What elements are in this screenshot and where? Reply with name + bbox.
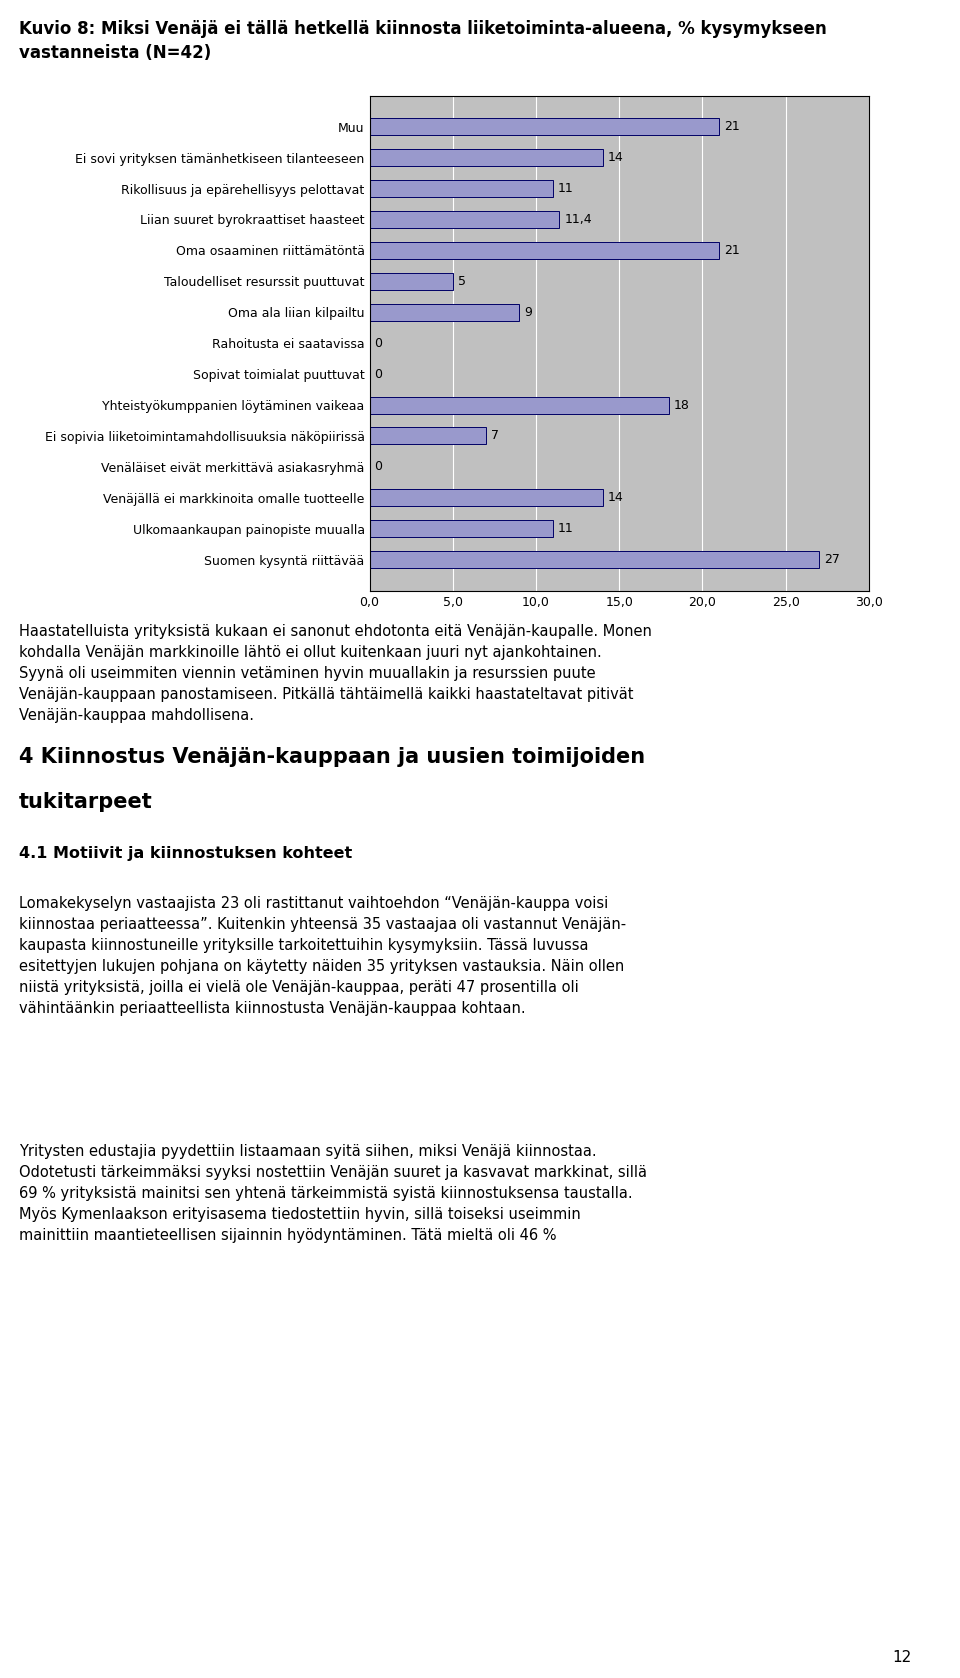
Text: 11,4: 11,4	[564, 213, 592, 227]
Text: 0: 0	[373, 367, 382, 381]
Bar	[370, 117, 719, 136]
Bar	[370, 520, 553, 537]
Text: 7: 7	[492, 430, 499, 443]
Text: tukitarpeet: tukitarpeet	[19, 792, 153, 812]
Text: Yritysten edustajia pyydettiin listaamaan syitä siihen, miksi Venäjä kiinnostaa.: Yritysten edustajia pyydettiin listaamaa…	[19, 1144, 647, 1243]
Bar	[370, 211, 560, 228]
Text: 18: 18	[674, 398, 690, 411]
Text: 14: 14	[608, 151, 623, 164]
Text: 4.1 Motiivit ja kiinnostuksen kohteet: 4.1 Motiivit ja kiinnostuksen kohteet	[19, 846, 352, 861]
Bar	[370, 428, 486, 445]
Bar	[370, 396, 669, 413]
Text: vastanneista (N=42): vastanneista (N=42)	[19, 44, 211, 62]
Text: 9: 9	[524, 305, 532, 319]
Bar	[370, 149, 603, 166]
Text: 12: 12	[893, 1649, 912, 1665]
Text: 11: 11	[558, 181, 573, 195]
Bar	[370, 490, 603, 507]
Text: 21: 21	[724, 243, 740, 257]
Text: 11: 11	[558, 522, 573, 535]
Text: Kuvio 8: Miksi Venäjä ei tällä hetkellä kiinnosta liiketoiminta-alueena, % kysym: Kuvio 8: Miksi Venäjä ei tällä hetkellä …	[19, 20, 827, 39]
Bar	[370, 304, 519, 320]
Text: Haastatelluista yrityksistä kukaan ei sanonut ehdotonta eitä Venäjän-kaupalle. M: Haastatelluista yrityksistä kukaan ei sa…	[19, 624, 652, 723]
Bar	[370, 274, 453, 290]
Text: 0: 0	[373, 337, 382, 349]
Text: Lomakekyselyn vastaajista 23 oli rastittanut vaihtoehdon “Venäjän-kauppa voisi
k: Lomakekyselyn vastaajista 23 oli rastitt…	[19, 896, 626, 1017]
Text: 21: 21	[724, 121, 740, 133]
Text: 4 Kiinnostus Venäjän-kauppaan ja uusien toimijoiden: 4 Kiinnostus Venäjän-kauppaan ja uusien …	[19, 747, 645, 767]
Text: 5: 5	[458, 275, 466, 289]
Text: 0: 0	[373, 460, 382, 473]
Text: 14: 14	[608, 492, 623, 505]
Bar	[370, 180, 553, 196]
Text: 27: 27	[824, 554, 840, 565]
Bar	[370, 242, 719, 258]
Bar	[370, 550, 819, 569]
